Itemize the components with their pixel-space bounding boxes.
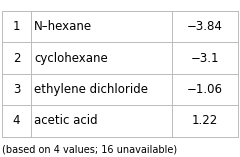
Text: 3: 3 [13, 83, 20, 96]
Text: (based on 4 values; 16 unavailable): (based on 4 values; 16 unavailable) [2, 144, 178, 154]
Text: −3.1: −3.1 [190, 52, 219, 65]
Text: −3.84: −3.84 [187, 20, 223, 33]
Text: ethylene dichloride: ethylene dichloride [34, 83, 148, 96]
Text: 4: 4 [13, 114, 20, 127]
Text: 1.22: 1.22 [192, 114, 218, 127]
Text: −1.06: −1.06 [187, 83, 223, 96]
Text: 2: 2 [13, 52, 20, 65]
Text: cyclohexane: cyclohexane [34, 52, 108, 65]
Text: N–hexane: N–hexane [34, 20, 92, 33]
Text: acetic acid: acetic acid [34, 114, 98, 127]
Text: 1: 1 [13, 20, 20, 33]
